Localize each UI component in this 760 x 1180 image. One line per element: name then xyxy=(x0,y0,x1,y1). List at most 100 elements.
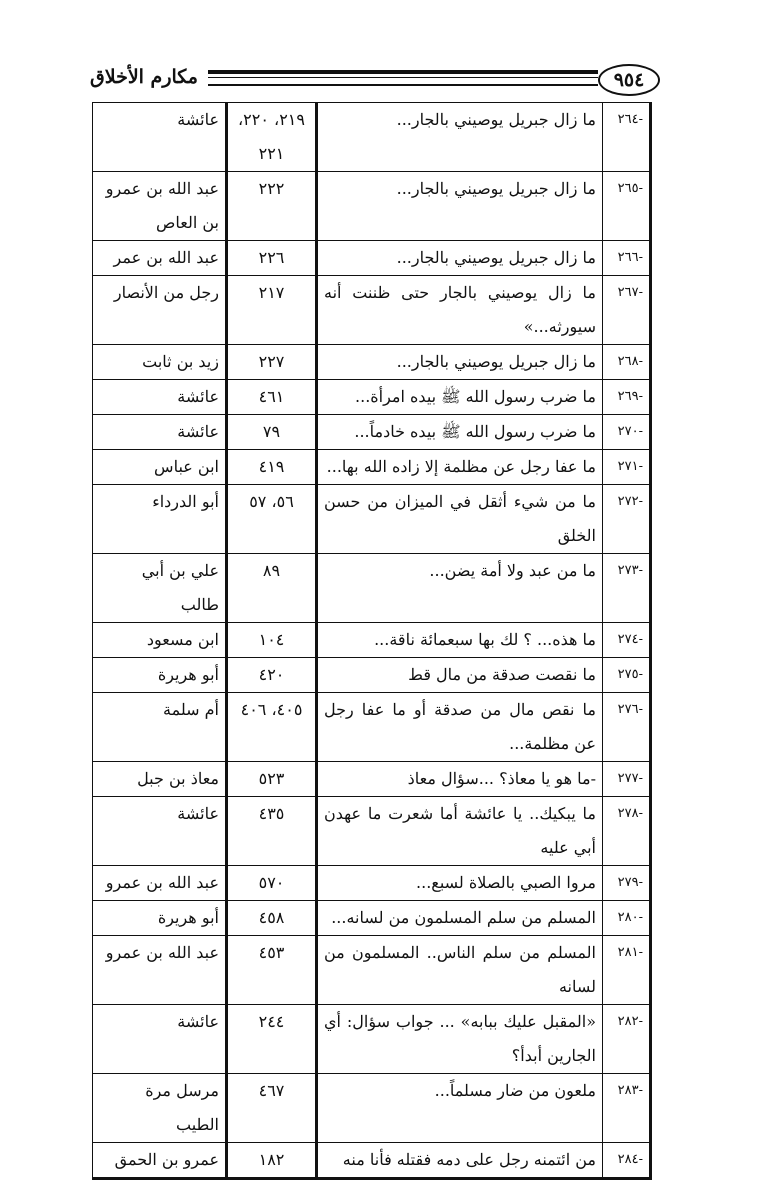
narrator: زيد بن ثابت xyxy=(92,344,227,380)
table-row: -٢٦٦ ما زال جبريل يوصيني بالجار... ٢٢٦ عبد … xyxy=(92,240,652,276)
page-reference: ٢٢٧ xyxy=(225,344,317,380)
narrator: عمرو بن الحمق xyxy=(92,1142,227,1180)
hadith-text: ما يبكيك.. يا عائشة أما شعرت ما عهدن أبي… xyxy=(315,796,603,866)
hadith-number: -٢٦٩ xyxy=(602,379,652,415)
narrator: أبو هريرة xyxy=(92,900,227,936)
page-reference: ١٠٤ xyxy=(225,622,317,658)
page-reference: ٥٧٠ xyxy=(225,865,317,901)
narrator: عائشة xyxy=(92,414,227,450)
table-row: -٢٧٣ ما من عبد ولا أمة يضن... ٨٩ علي بن أبي… xyxy=(92,553,652,623)
page-reference: ٤٢٠ xyxy=(225,657,317,693)
table-row: -٢٦٤ ما زال جبريل يوصيني بالجار... ٢١٩، ٢٢… xyxy=(92,102,652,172)
page-reference: ٤٥٣ xyxy=(225,935,317,1005)
page-reference: ٤٦٧ xyxy=(225,1073,317,1143)
table-row: -٢٧٧ -ما هو يا معاذ؟ ...سؤال معاذ ٥٢٣ معاذ … xyxy=(92,761,652,797)
hadith-number: -٢٦٥ xyxy=(602,171,652,241)
page-reference: ٤٠٥، ٤٠٦ xyxy=(225,692,317,762)
page-reference: ٢٢٦ xyxy=(225,240,317,276)
hadith-text: ما ضرب رسول الله ﷺ بيده امرأة... xyxy=(315,379,603,415)
hadith-number: -٢٦٨ xyxy=(602,344,652,380)
hadith-index-table: -٢٦٤ ما زال جبريل يوصيني بالجار... ٢١٩، ٢٢… xyxy=(92,102,652,1180)
narrator: عائشة xyxy=(92,796,227,866)
header-rule xyxy=(208,70,598,86)
table-row: -٢٨٠ المسلم من سلم المسلمون من لسانه... ٤٥… xyxy=(92,900,652,936)
hadith-number: -٢٧٥ xyxy=(602,657,652,693)
table-row: -٢٨٢ «المقبل عليك ببابه» ... جواب سؤال: أ… xyxy=(92,1004,652,1074)
narrator: ابن عباس xyxy=(92,449,227,485)
hadith-number: -٢٨٣ xyxy=(602,1073,652,1143)
table-row: -٢٨١ المسلم من سلم الناس.. المسلمون من لس… xyxy=(92,935,652,1005)
page-reference: ٧٩ xyxy=(225,414,317,450)
narrator: أم سلمة xyxy=(92,692,227,762)
hadith-text: ما زال يوصيني بالجار حتى ظننت أنه سيورثه… xyxy=(315,275,603,345)
narrator: مرسل مرة الطيب xyxy=(92,1073,227,1143)
narrator: معاذ بن جبل xyxy=(92,761,227,797)
hadith-text: ما من عبد ولا أمة يضن... xyxy=(315,553,603,623)
table-row: -٢٧٨ ما يبكيك.. يا عائشة أما شعرت ما عهدن… xyxy=(92,796,652,866)
table-row: -٢٨٤ من ائتمنه رجل على دمه فقتله فأنا منه… xyxy=(92,1142,652,1180)
page-reference: ٤٦١ xyxy=(225,379,317,415)
hadith-text: ما ضرب رسول الله ﷺ بيده خادماً... xyxy=(315,414,603,450)
page-reference: ٨٩ xyxy=(225,553,317,623)
narrator: أبو هريرة xyxy=(92,657,227,693)
table-row: -٢٧٩ مروا الصبي بالصلاة لسبع... ٥٧٠ عبد الل… xyxy=(92,865,652,901)
hadith-number: -٢٧٧ xyxy=(602,761,652,797)
table-row: -٢٧١ ما عفا رجل عن مظلمة إلا زاده الله به… xyxy=(92,449,652,485)
hadith-number: -٢٦٤ xyxy=(602,102,652,172)
book-title: مكارم الأخلاق xyxy=(90,66,198,88)
narrator: عائشة xyxy=(92,102,227,172)
hadith-number: -٢٧١ xyxy=(602,449,652,485)
narrator: عائشة xyxy=(92,379,227,415)
hadith-text: ما هذه... ؟ لك بها سبعمائة ناقة... xyxy=(315,622,603,658)
table-row: -٢٧٠ ما ضرب رسول الله ﷺ بيده خادماً... ٧٩ ع… xyxy=(92,414,652,450)
hadith-text: من ائتمنه رجل على دمه فقتله فأنا منه xyxy=(315,1142,603,1180)
table-row: -٢٦٨ ما زال جبريل يوصيني بالجار... ٢٢٧ زيد … xyxy=(92,344,652,380)
narrator: ابن مسعود xyxy=(92,622,227,658)
table-row: -٢٦٥ ما زال جبريل يوصيني بالجار... ٢٢٢ عبد … xyxy=(92,171,652,241)
hadith-text: ما عفا رجل عن مظلمة إلا زاده الله بها... xyxy=(315,449,603,485)
hadith-number: -٢٦٦ xyxy=(602,240,652,276)
table-row: -٢٦٧ ما زال يوصيني بالجار حتى ظننت أنه سي… xyxy=(92,275,652,345)
hadith-number: -٢٧٠ xyxy=(602,414,652,450)
hadith-number: -٢٨٠ xyxy=(602,900,652,936)
page-reference: ٢٢٢ xyxy=(225,171,317,241)
hadith-text: المسلم من سلم الناس.. المسلمون من لسانه xyxy=(315,935,603,1005)
hadith-text: ما زال جبريل يوصيني بالجار... xyxy=(315,344,603,380)
hadith-text: -ما هو يا معاذ؟ ...سؤال معاذ xyxy=(315,761,603,797)
page-reference: ٥٦، ٥٧ xyxy=(225,484,317,554)
hadith-number: -٢٧٤ xyxy=(602,622,652,658)
table-row: -٢٨٣ ملعون من ضار مسلماً... ٤٦٧ مرسل مرة ال… xyxy=(92,1073,652,1143)
hadith-text: ما نقصت صدقة من مال قط xyxy=(315,657,603,693)
hadith-text: المسلم من سلم المسلمون من لسانه... xyxy=(315,900,603,936)
hadith-number: -٢٧٣ xyxy=(602,553,652,623)
narrator: رجل من الأنصار xyxy=(92,275,227,345)
page-reference: ٤١٩ xyxy=(225,449,317,485)
table-row: -٢٧٦ ما نقص مال من صدقة أو ما عفا رجل عن … xyxy=(92,692,652,762)
page-header: ٩٥٤ مكارم الأخلاق xyxy=(90,62,660,96)
hadith-text: ما من شيء أثقل في الميزان من حسن الخلق xyxy=(315,484,603,554)
page-reference: ٥٢٣ xyxy=(225,761,317,797)
hadith-number: -٢٦٧ xyxy=(602,275,652,345)
hadith-text: ما زال جبريل يوصيني بالجار... xyxy=(315,240,603,276)
hadith-number: -٢٨٢ xyxy=(602,1004,652,1074)
narrator: عبد الله بن عمرو بن العاص xyxy=(92,171,227,241)
page-reference: ١٨٢ xyxy=(225,1142,317,1180)
hadith-number: -٢٧٦ xyxy=(602,692,652,762)
table-row: -٢٧٢ ما من شيء أثقل في الميزان من حسن الخ… xyxy=(92,484,652,554)
page-reference: ٢١٧ xyxy=(225,275,317,345)
table-row: -٢٧٤ ما هذه... ؟ لك بها سبعمائة ناقة... ١٠… xyxy=(92,622,652,658)
hadith-text: ما زال جبريل يوصيني بالجار... xyxy=(315,171,603,241)
page-reference: ٤٥٨ xyxy=(225,900,317,936)
page-number: ٩٥٤ xyxy=(598,64,660,96)
table-row: -٢٧٥ ما نقصت صدقة من مال قط ٤٢٠ أبو هريرة xyxy=(92,657,652,693)
narrator: أبو الدرداء xyxy=(92,484,227,554)
hadith-number: -٢٨١ xyxy=(602,935,652,1005)
table-row: -٢٦٩ ما ضرب رسول الله ﷺ بيده امرأة... ٤٦١ ع… xyxy=(92,379,652,415)
hadith-number: -٢٨٤ xyxy=(602,1142,652,1180)
narrator: عبد الله بن عمرو xyxy=(92,935,227,1005)
hadith-number: -٢٧٨ xyxy=(602,796,652,866)
page-reference: ٢٤٤ xyxy=(225,1004,317,1074)
hadith-text: ما نقص مال من صدقة أو ما عفا رجل عن مظلم… xyxy=(315,692,603,762)
hadith-number: -٢٧٢ xyxy=(602,484,652,554)
narrator: عبد الله بن عمر xyxy=(92,240,227,276)
